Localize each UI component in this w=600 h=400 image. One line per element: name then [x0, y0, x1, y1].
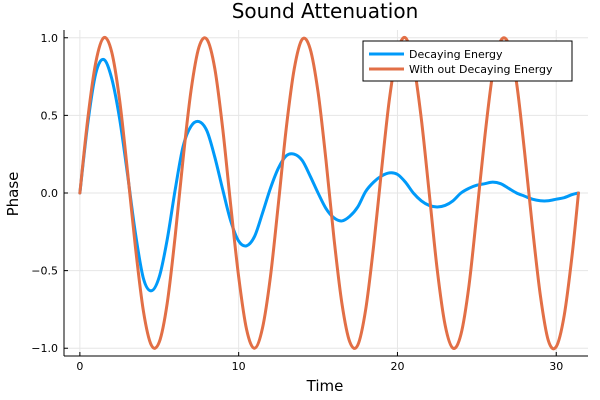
y-tick-label: −0.5: [31, 265, 58, 278]
x-tick-label: 0: [76, 360, 83, 373]
y-tick-label: 0.0: [41, 187, 59, 200]
x-axis-label: Time: [306, 377, 344, 395]
y-axis-label: Phase: [4, 172, 22, 217]
y-tick-label: 0.5: [41, 109, 59, 122]
axes: 0 10 20 30 −1.0 −0.5 0.0 0.5 1.0: [31, 30, 588, 373]
y-tick-label: 1.0: [41, 32, 59, 45]
legend: Decaying Energy With out Decaying Energy: [362, 40, 573, 82]
x-tick-label: 20: [390, 360, 404, 373]
chart-title: Sound Attenuation: [232, 0, 419, 23]
series-line-decaying: [78, 57, 580, 293]
x-tick-label: 10: [232, 360, 246, 373]
legend-label-no-decay: With out Decaying Energy: [409, 63, 553, 76]
y-tick-label: −1.0: [31, 342, 58, 355]
x-tick-label: 30: [549, 360, 563, 373]
legend-label-decaying: Decaying Energy: [409, 48, 503, 61]
grid: [64, 30, 588, 356]
legend-box: [362, 40, 573, 82]
